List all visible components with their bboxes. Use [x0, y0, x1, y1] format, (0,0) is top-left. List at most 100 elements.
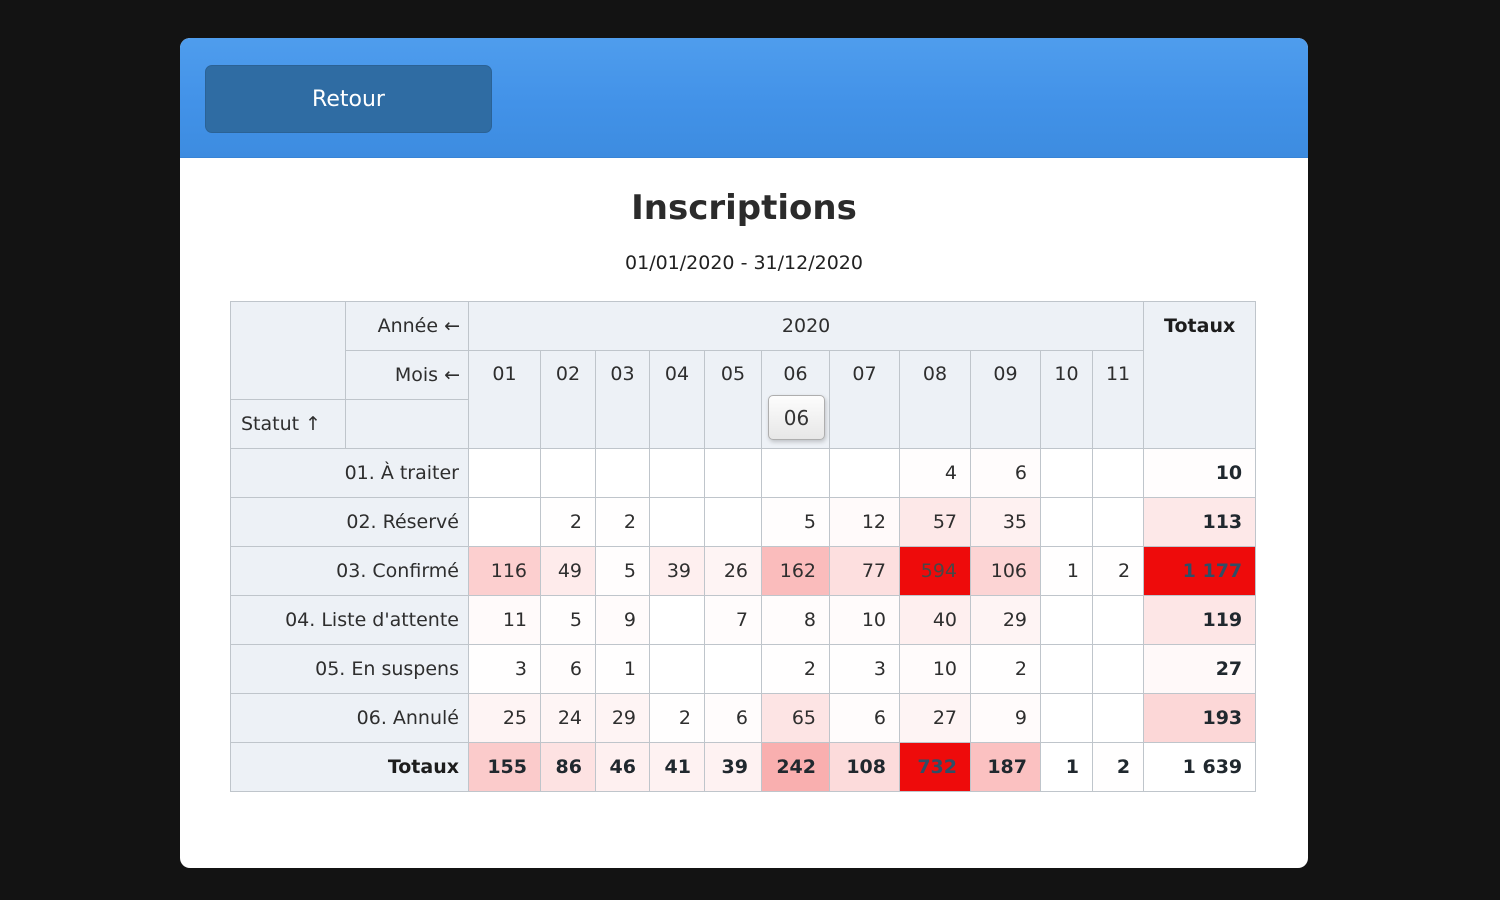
data-cell: 6: [829, 693, 900, 743]
data-cell: [761, 448, 830, 498]
row-label: 01. À traiter: [230, 448, 469, 498]
row-label: 02. Réservé: [230, 497, 469, 547]
data-cell: 77: [829, 546, 900, 596]
data-cell: 162: [761, 546, 830, 596]
year-value-header: 2020: [467, 301, 1145, 351]
data-cell: 106: [970, 546, 1041, 596]
data-cell: [649, 497, 705, 547]
data-cell: 7: [704, 595, 762, 645]
back-button[interactable]: Retour: [205, 65, 492, 133]
table-row: 06. Annulé 25 24 29 2 6 65 6 27 9 193: [230, 693, 1257, 743]
column-total-cell: 242: [761, 742, 830, 792]
data-cell: 2: [540, 497, 596, 547]
data-cell: 9: [970, 693, 1041, 743]
data-cell: [1040, 644, 1093, 694]
data-cell: 4: [899, 448, 971, 498]
data-cell: 1: [595, 644, 650, 694]
data-cell: 5: [761, 497, 830, 547]
data-cell: 6: [540, 644, 596, 694]
data-cell: [1040, 595, 1093, 645]
month-column-header-02[interactable]: 02: [540, 350, 596, 449]
column-total-cell: 732: [899, 742, 971, 792]
grand-total-cell: 1 639: [1143, 742, 1257, 792]
data-cell: 6: [970, 448, 1041, 498]
date-range: 01/01/2020 - 31/12/2020: [625, 252, 863, 274]
month-tooltip: 06: [768, 395, 825, 440]
data-cell: [704, 644, 762, 694]
row-total-cell: 113: [1143, 497, 1257, 547]
data-cell: [1091, 497, 1145, 547]
data-cell: 65: [761, 693, 830, 743]
data-cell: [704, 497, 762, 547]
month-column-header-04[interactable]: 04: [649, 350, 705, 449]
table-row: 01. À traiter 4 6 10: [230, 448, 1257, 498]
row-label: 05. En suspens: [230, 644, 469, 694]
data-cell: [1091, 644, 1145, 694]
data-cell: [649, 595, 705, 645]
data-cell: 5: [540, 595, 596, 645]
column-total-cell: 41: [649, 742, 705, 792]
row-label: 06. Annulé: [230, 693, 469, 743]
data-cell: 8: [761, 595, 830, 645]
column-total-cell: 187: [970, 742, 1041, 792]
data-cell: [595, 448, 650, 498]
data-cell: [1091, 595, 1145, 645]
data-cell: 9: [595, 595, 650, 645]
data-cell: 10: [829, 595, 900, 645]
data-cell: [1091, 693, 1145, 743]
data-cell: 5: [595, 546, 650, 596]
data-cell: 29: [595, 693, 650, 743]
table-row: 05. En suspens 3 6 1 2 3 10 2 27: [230, 644, 1257, 694]
totals-row-label: Totaux: [230, 742, 469, 792]
data-cell: 29: [970, 595, 1041, 645]
month-column-header-05[interactable]: 05: [704, 350, 762, 449]
data-cell: [540, 448, 596, 498]
data-cell: 49: [540, 546, 596, 596]
row-total-cell: 1 177: [1143, 546, 1257, 596]
month-column-header-10[interactable]: 10: [1040, 350, 1093, 449]
column-total-cell: 1: [1040, 742, 1093, 792]
data-cell: 2: [970, 644, 1041, 694]
month-column-header-08[interactable]: 08: [899, 350, 971, 449]
column-total-cell: 155: [468, 742, 541, 792]
totals-row: Totaux 155 86 46 41 39 242 108 732 187 1 2 1 639: [230, 742, 1257, 792]
month-column-header-07[interactable]: 07: [829, 350, 900, 449]
status-sort-header[interactable]: Statut ↑: [230, 399, 346, 449]
row-total-cell: 119: [1143, 595, 1257, 645]
data-cell: 10: [899, 644, 971, 694]
row-label: 03. Confirmé: [230, 546, 469, 596]
data-cell: 12: [829, 497, 900, 547]
data-cell: 27: [899, 693, 971, 743]
column-total-cell: 2: [1091, 742, 1145, 792]
month-column-header-03[interactable]: 03: [595, 350, 650, 449]
month-column-header-01[interactable]: 01: [468, 350, 541, 449]
data-cell: 2: [595, 497, 650, 547]
data-cell: 3: [468, 644, 541, 694]
header-bar: Retour: [180, 38, 1308, 158]
year-sort-header[interactable]: Année ←: [345, 301, 469, 351]
data-cell: 26: [704, 546, 762, 596]
corner-blank: [230, 301, 346, 400]
month-sort-header[interactable]: Mois ←: [345, 350, 469, 400]
table-container: Année ← 2020 Totaux Mois ← 01 02 03 04 0…: [230, 301, 1257, 792]
column-total-cell: 46: [595, 742, 650, 792]
data-cell: 25: [468, 693, 541, 743]
data-cell: [468, 448, 541, 498]
data-cell: 2: [761, 644, 830, 694]
column-total-cell: 39: [704, 742, 762, 792]
data-cell: [829, 448, 900, 498]
month-column-header-11[interactable]: 11: [1091, 350, 1145, 449]
data-cell: 40: [899, 595, 971, 645]
data-cell: [649, 448, 705, 498]
data-cell: 39: [649, 546, 705, 596]
year-header-row: Année ← 2020 Totaux: [230, 301, 1257, 449]
month-column-header-09[interactable]: 09: [970, 350, 1041, 449]
data-cell: [468, 497, 541, 547]
data-cell: 2: [649, 693, 705, 743]
data-cell: 1: [1040, 546, 1093, 596]
data-cell: 3: [829, 644, 900, 694]
data-cell: 57: [899, 497, 971, 547]
data-cell: 116: [468, 546, 541, 596]
data-cell: [1040, 448, 1093, 498]
